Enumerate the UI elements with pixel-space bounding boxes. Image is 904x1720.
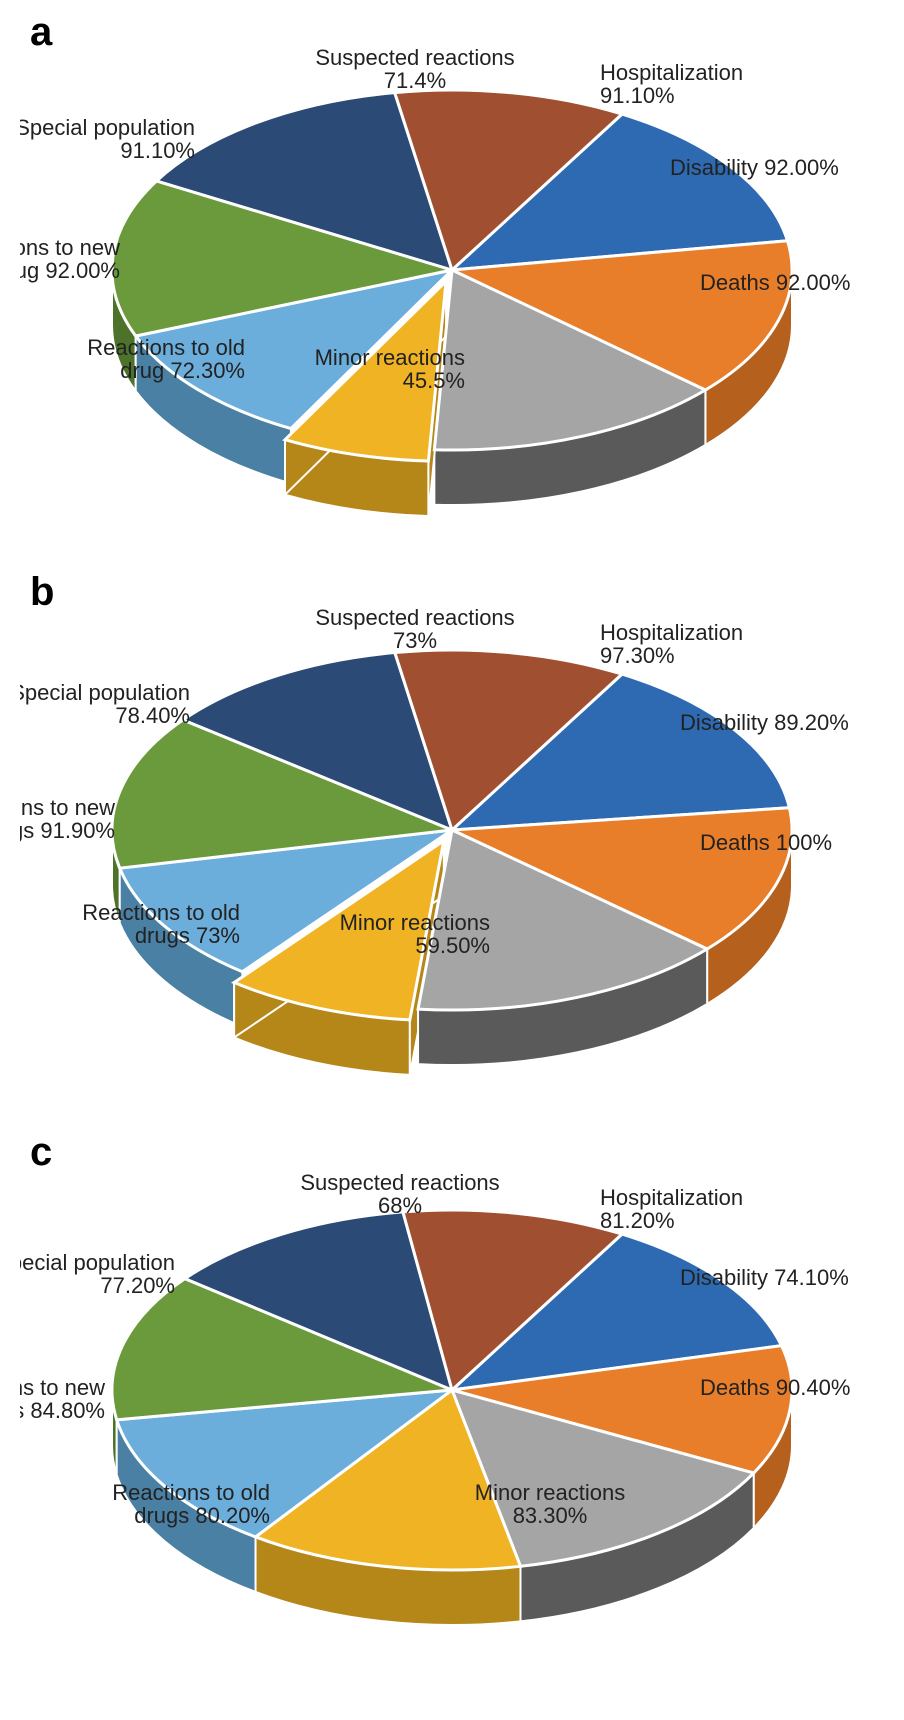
pie-chart-b: b Hospitalization97.30% Disability 89.20… xyxy=(20,580,884,1100)
panel-letter: b xyxy=(30,570,54,615)
panel-letter: a xyxy=(30,10,52,55)
slice-label: Reactions to newdrug 92.00% xyxy=(20,235,120,283)
slice-label: Suspected reactions73% xyxy=(315,605,514,653)
slice-label: Reactions to newdrugs 91.90% xyxy=(20,795,115,843)
slice-label: Reactions to olddrugs 73% xyxy=(82,900,240,948)
slice-label: Hospitalization91.10% xyxy=(600,60,743,108)
slice-label: Reactions to olddrugs 80.20% xyxy=(112,1480,270,1528)
slice-label: Disability 74.10% xyxy=(680,1265,849,1290)
slice-label: Deaths 90.40% xyxy=(700,1375,850,1400)
slice-label: Hospitalization97.30% xyxy=(600,620,743,668)
slice-label: Special population91.10% xyxy=(20,115,195,163)
slice-label: Suspected reactions71.4% xyxy=(315,45,514,93)
pie-chart-c: c Hospitalization81.20% Disability 74.10… xyxy=(20,1140,884,1660)
slice-label: Deaths 92.00% xyxy=(700,270,850,295)
pie-svg: Hospitalization97.30% Disability 89.20% … xyxy=(20,580,884,1100)
slice-label: Disability 92.00% xyxy=(670,155,839,180)
slice-label: Reactions to newdrugs 84.80% xyxy=(20,1375,105,1423)
pie-chart-a: a Hospitalization91.10% Disability 92.00… xyxy=(20,20,884,540)
slice-label: Reactions to olddrug 72.30% xyxy=(87,335,245,383)
slice-label: Deaths 100% xyxy=(700,830,832,855)
pie-svg: Hospitalization91.10% Disability 92.00% … xyxy=(20,20,884,540)
pie-chart-panels: a Hospitalization91.10% Disability 92.00… xyxy=(20,20,884,1660)
slice-label: Hospitalization81.20% xyxy=(600,1185,743,1233)
panel-letter: c xyxy=(30,1130,52,1175)
slice-label: Special population78.40% xyxy=(20,680,190,728)
slice-label: Special population77.20% xyxy=(20,1250,175,1298)
pie-svg: Hospitalization81.20% Disability 74.10% … xyxy=(20,1140,884,1660)
slice-label: Disability 89.20% xyxy=(680,710,849,735)
